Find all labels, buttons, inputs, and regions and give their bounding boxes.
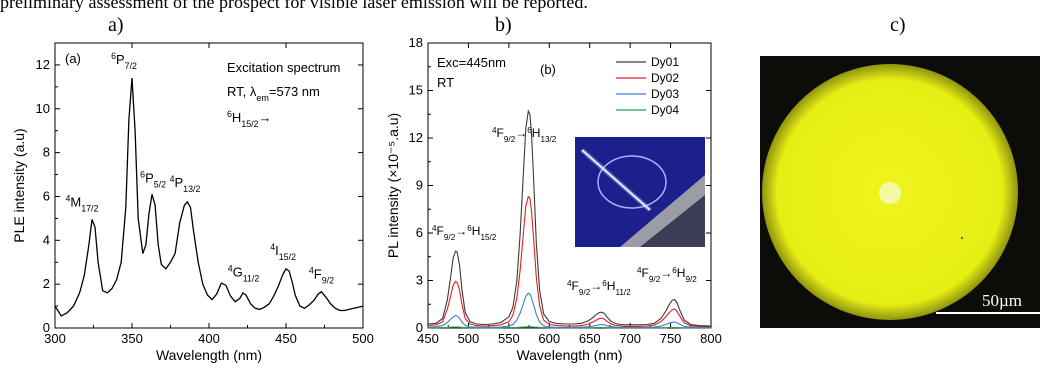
scale-label: 50µm — [982, 291, 1022, 310]
pl-chart: 450 500 550 600 650 700 750 800 0 3 6 9 12 15 18 Wavele… — [385, 35, 722, 363]
pl-xtick-label: 700 — [619, 331, 641, 346]
pl-series-dy04 — [428, 326, 711, 329]
pl-xtick-label: 550 — [498, 331, 520, 346]
pl-series-dy02 — [427, 195, 712, 328]
ple-inner-label: (a) — [65, 51, 81, 66]
pl-xtick-label: 600 — [538, 331, 560, 346]
ple-peak-label: 4G11/2 — [228, 263, 260, 283]
ple-xtick-label: 450 — [275, 331, 297, 346]
pl-transition-label: 4F9/2→6H13/2 — [492, 126, 557, 144]
pl-ytick-label: 18 — [409, 35, 423, 50]
speck — [960, 236, 964, 240]
ple-xlabel: Wavelength (nm) — [156, 347, 262, 363]
pl-inner-label: (b) — [540, 62, 556, 77]
pl-inset-photo — [575, 137, 705, 247]
pl-transition-label: 4F9/2→6H9/2 — [637, 266, 697, 284]
panel-label-b: b) — [495, 14, 512, 36]
inset-slab-shadow — [640, 195, 705, 247]
ple-ylabel: PLE intensity (a.u) — [11, 128, 27, 242]
ple-xtick-label: 300 — [44, 331, 66, 346]
inset-beam — [581, 149, 651, 211]
ple-peak-label: 4M17/2 — [65, 193, 98, 213]
pl-transition-label: 4F9/2→6H11/2 — [567, 279, 631, 297]
pl-annotation-1: Exc=445nm — [437, 55, 506, 70]
ple-peak-label: 6P5/2 — [140, 169, 166, 189]
panel-label-a: a) — [108, 14, 124, 36]
pl-legend-label: Dy04 — [651, 103, 679, 117]
ple-annotation-2: RT, λem=573 nm — [227, 84, 320, 103]
ple-ytick-label: 6 — [43, 188, 50, 203]
ple-annotation-1: Excitation spectrum — [227, 60, 340, 75]
ple-xtick-label: 400 — [198, 331, 220, 346]
ple-annotation-3: 6H15/2→ — [227, 109, 272, 129]
header-text: preliminary assessment of the prospect f… — [0, 0, 588, 12]
ple-peak-label: 4P13/2 — [170, 174, 201, 194]
ple-peak-label: 4I15/2 — [270, 242, 296, 262]
pl-series-dy01 — [427, 109, 712, 327]
ple-ytick-label: 4 — [43, 232, 50, 247]
pl-xtick-label: 650 — [579, 331, 601, 346]
pl-ytick-label: 9 — [416, 178, 423, 193]
ple-ytick-label: 12 — [36, 57, 50, 72]
pl-ytick-label: 6 — [416, 225, 423, 240]
ple-xtick-label: 500 — [352, 331, 374, 346]
pl-ytick-label: 3 — [416, 273, 423, 288]
pl-legend-label: Dy03 — [651, 87, 679, 101]
panel-label-c: c) — [890, 14, 906, 36]
fiber-core — [879, 182, 901, 204]
pl-xtick-label: 800 — [700, 331, 722, 346]
ple-ytick-label: 8 — [43, 145, 50, 160]
pl-ylabel: PL intensity (×10⁻⁵.a.u) — [385, 113, 401, 258]
pl-legend-label: Dy02 — [651, 71, 679, 85]
ple-ytick-label: 0 — [43, 320, 50, 335]
ple-ytick-label: 2 — [43, 276, 50, 291]
pl-ytick-label: 15 — [409, 83, 423, 98]
ple-chart: 300 350 400 450 500 0 2 4 6 8 10 12 Wavelength (nm) P… — [11, 42, 374, 363]
pl-series-dy03 — [427, 292, 712, 329]
ple-peak-label: 6P7/2 — [111, 51, 137, 71]
pl-xlabel: Wavelength (nm) — [516, 347, 622, 363]
ple-series-line — [54, 78, 364, 317]
ple-peak-label: 4F9/2 — [309, 266, 334, 286]
ple-xtick-label: 350 — [121, 331, 143, 346]
ple-ytick-label: 10 — [36, 101, 50, 116]
pl-xtick-label: 750 — [660, 331, 682, 346]
pl-ytick-label: 0 — [416, 320, 423, 335]
fiber-micrograph: 50µm — [760, 56, 1040, 328]
pl-transition-label: 4F9/2→6H15/2 — [432, 224, 497, 242]
pl-ytick-label: 12 — [409, 130, 423, 145]
inset-beam-glow — [580, 148, 652, 212]
pl-annotation-2: RT — [437, 75, 454, 90]
pl-xtick-label: 500 — [458, 331, 480, 346]
inset-disc — [597, 155, 667, 209]
pl-xtick-label: 450 — [417, 331, 439, 346]
pl-legend-label: Dy01 — [651, 55, 679, 69]
